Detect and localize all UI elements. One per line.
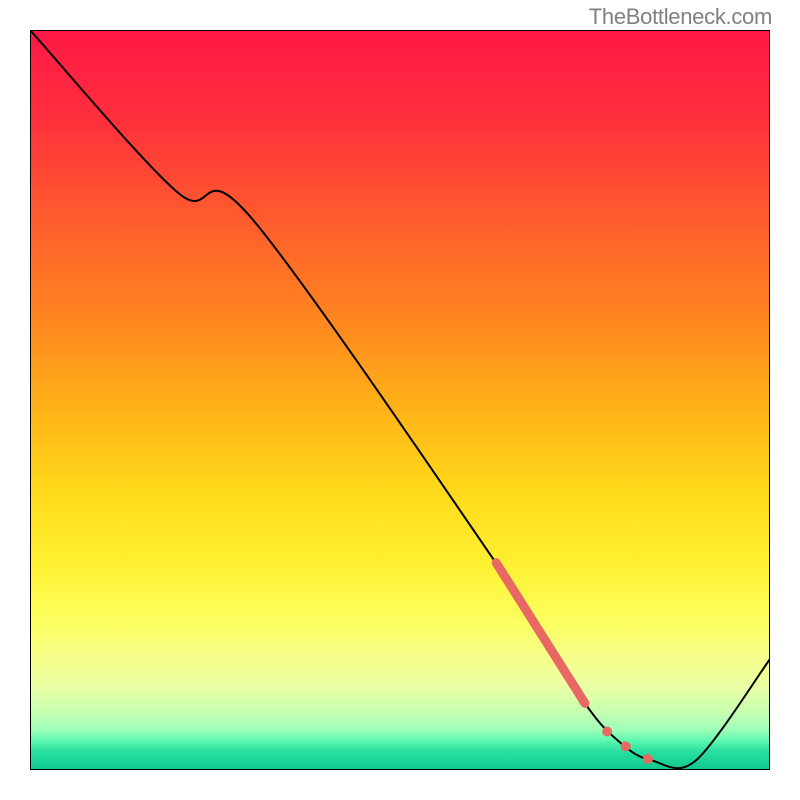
plot-area (30, 30, 770, 770)
gradient-background (30, 30, 770, 770)
highlight-dot (643, 754, 653, 764)
attribution-text: TheBottleneck.com (589, 4, 772, 30)
highlight-dot (621, 741, 631, 751)
chart-container: TheBottleneck.com (0, 0, 800, 800)
bottleneck-chart (30, 30, 770, 770)
highlight-dot (602, 727, 612, 737)
